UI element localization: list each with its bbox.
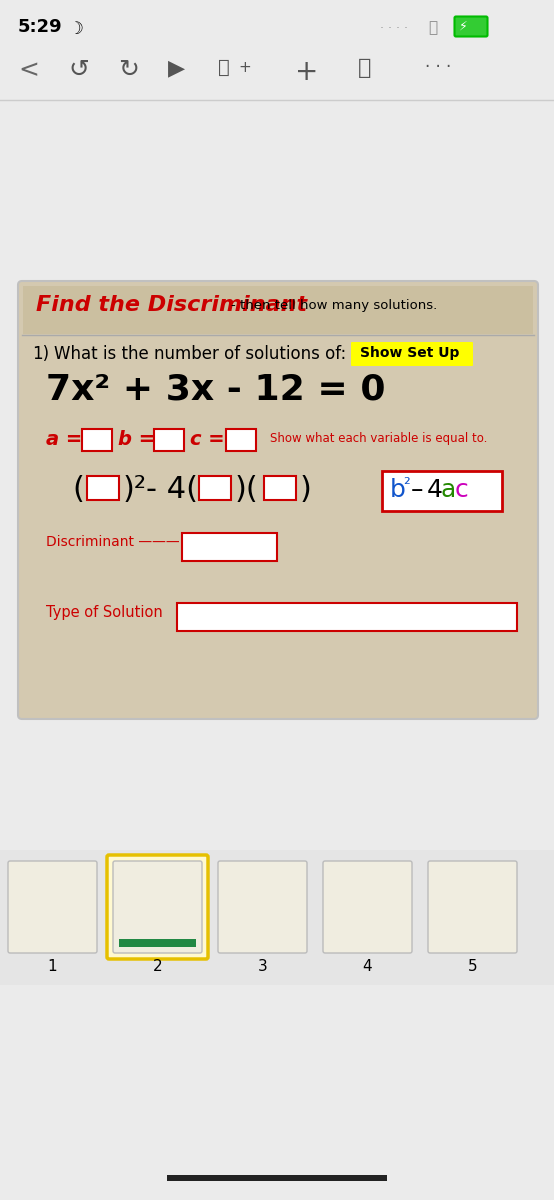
Bar bbox=[23, 286, 533, 334]
Text: - then tell how many solutions.: - then tell how many solutions. bbox=[231, 299, 437, 312]
Text: (: ( bbox=[72, 475, 84, 504]
Text: 📋: 📋 bbox=[358, 58, 371, 78]
Bar bbox=[167, 1175, 387, 1181]
Text: 4: 4 bbox=[427, 478, 443, 502]
Text: c: c bbox=[455, 478, 469, 502]
Text: Find the Discriminant: Find the Discriminant bbox=[36, 295, 307, 314]
FancyBboxPatch shape bbox=[8, 862, 97, 953]
Bar bbox=[382, 470, 502, 511]
Text: 5:29: 5:29 bbox=[18, 18, 63, 36]
FancyBboxPatch shape bbox=[351, 342, 473, 366]
Bar bbox=[119, 938, 196, 947]
Text: Discriminant ———>: Discriminant ———> bbox=[46, 535, 191, 550]
Bar bbox=[264, 476, 296, 500]
Text: ²: ² bbox=[403, 476, 410, 494]
Text: 1: 1 bbox=[48, 959, 57, 974]
Text: 7x² + 3x - 12 = 0: 7x² + 3x - 12 = 0 bbox=[46, 373, 386, 407]
Bar bbox=[177, 602, 517, 631]
Text: - 4(: - 4( bbox=[146, 475, 198, 504]
Text: · · ·: · · · bbox=[425, 58, 452, 76]
Text: Show what each variable is equal to.: Show what each variable is equal to. bbox=[270, 432, 488, 445]
Text: 5: 5 bbox=[468, 959, 478, 974]
Text: a =: a = bbox=[46, 430, 82, 449]
FancyBboxPatch shape bbox=[323, 862, 412, 953]
FancyBboxPatch shape bbox=[113, 862, 202, 953]
Bar bbox=[226, 428, 256, 451]
Bar bbox=[87, 476, 119, 500]
Text: a: a bbox=[440, 478, 455, 502]
Bar bbox=[199, 476, 231, 500]
Text: ↺: ↺ bbox=[68, 58, 89, 82]
Bar bbox=[0, 850, 554, 985]
Text: 1): 1) bbox=[32, 346, 49, 362]
Text: <: < bbox=[18, 58, 39, 82]
FancyBboxPatch shape bbox=[428, 862, 517, 953]
Text: b: b bbox=[390, 478, 406, 502]
Text: c =: c = bbox=[190, 430, 224, 449]
FancyBboxPatch shape bbox=[18, 281, 538, 719]
Text: · · · ·: · · · · bbox=[380, 22, 408, 35]
Text: +: + bbox=[238, 60, 251, 74]
Text: +: + bbox=[295, 58, 319, 86]
Text: )(: )( bbox=[235, 475, 259, 504]
Text: 👤: 👤 bbox=[218, 58, 230, 77]
FancyBboxPatch shape bbox=[218, 862, 307, 953]
Text: –: – bbox=[411, 478, 423, 502]
Text: Type of Solution: Type of Solution bbox=[46, 605, 163, 620]
Bar bbox=[154, 428, 184, 451]
FancyBboxPatch shape bbox=[107, 854, 208, 959]
Text: What is the number of solutions of:: What is the number of solutions of: bbox=[54, 346, 346, 362]
Text: 2: 2 bbox=[153, 959, 162, 974]
Text: 3: 3 bbox=[258, 959, 268, 974]
Text: ⚡: ⚡ bbox=[459, 20, 468, 32]
Bar bbox=[182, 533, 277, 560]
Text: 4: 4 bbox=[363, 959, 372, 974]
Text: ): ) bbox=[300, 475, 312, 504]
Text: b =: b = bbox=[118, 430, 155, 449]
Text: ☽: ☽ bbox=[68, 20, 83, 38]
Text: Show Set Up: Show Set Up bbox=[360, 346, 459, 360]
Text: 📶: 📶 bbox=[428, 20, 437, 35]
Text: ↻: ↻ bbox=[118, 58, 139, 82]
FancyBboxPatch shape bbox=[454, 17, 488, 36]
Text: )²: )² bbox=[123, 475, 147, 504]
Bar bbox=[82, 428, 112, 451]
Text: ▶: ▶ bbox=[168, 58, 185, 78]
